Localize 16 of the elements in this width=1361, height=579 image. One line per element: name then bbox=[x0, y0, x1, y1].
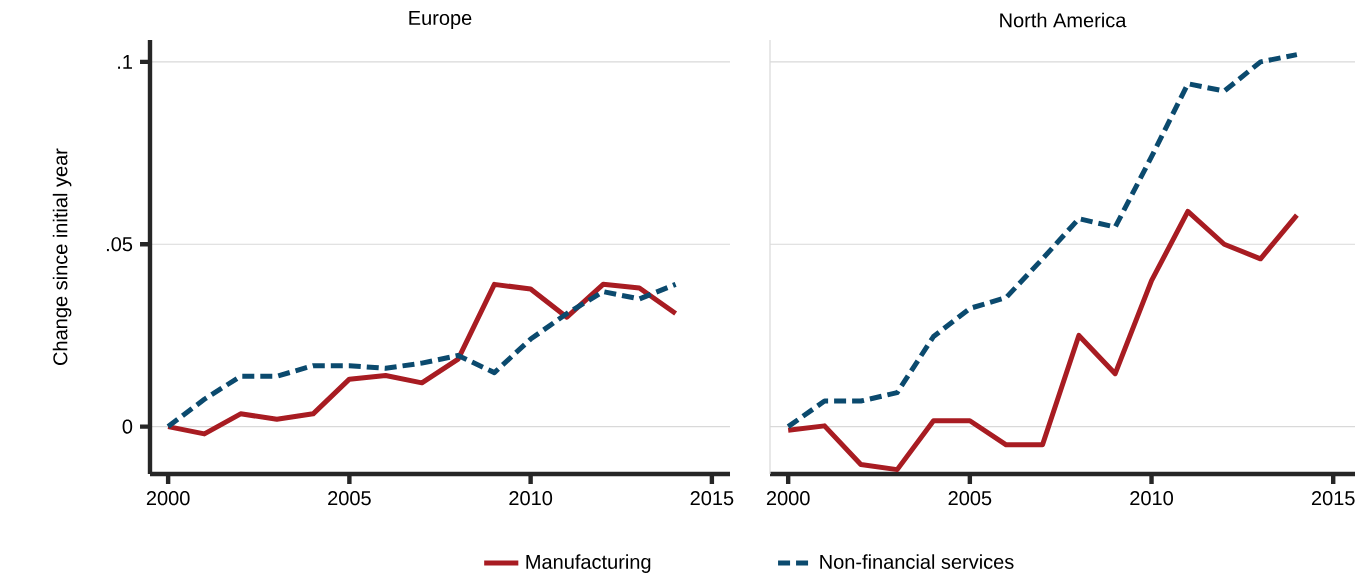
legend-label: Non-financial services bbox=[820, 554, 1014, 569]
chart-title: Europe bbox=[409, 11, 472, 29]
y-tick-label: .05 bbox=[106, 237, 133, 252]
chart-title: North America bbox=[1000, 12, 1127, 28]
y-tick-label: .1 bbox=[118, 54, 132, 69]
x-tick-label: 2005 bbox=[948, 491, 992, 506]
x-tick-label: 2005 bbox=[328, 491, 371, 506]
y-tick-label: 0 bbox=[122, 419, 133, 434]
y-axis-title: Change since initial year bbox=[52, 148, 72, 365]
x-tick-label: 2000 bbox=[766, 491, 810, 506]
x-tick-label: 2010 bbox=[509, 491, 553, 506]
x-tick-label: 2015 bbox=[1311, 491, 1355, 506]
x-tick-label: 2000 bbox=[146, 491, 190, 506]
x-tick-label: 2010 bbox=[1130, 491, 1173, 506]
x-tick-label: 2015 bbox=[690, 491, 734, 506]
legend-label: Manufacturing bbox=[526, 554, 651, 573]
